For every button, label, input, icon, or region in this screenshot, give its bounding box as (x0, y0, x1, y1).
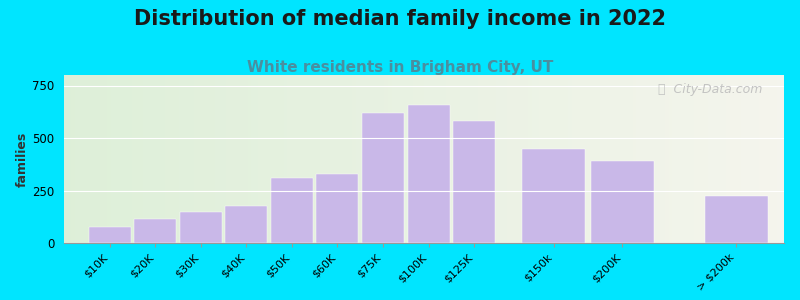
Text: White residents in Brigham City, UT: White residents in Brigham City, UT (247, 60, 553, 75)
Text: ⓘ  City-Data.com: ⓘ City-Data.com (658, 83, 762, 96)
Bar (89, 227, 130, 243)
Text: Distribution of median family income in 2022: Distribution of median family income in … (134, 9, 666, 29)
Bar (705, 196, 767, 243)
Bar (453, 121, 495, 243)
Bar (271, 178, 313, 243)
Bar (134, 219, 176, 243)
Bar (407, 106, 450, 243)
Bar (590, 161, 654, 243)
Bar (522, 148, 586, 243)
Y-axis label: families: families (16, 131, 30, 187)
Bar (180, 212, 222, 243)
Bar (226, 206, 267, 243)
Bar (317, 174, 358, 243)
Bar (362, 113, 404, 243)
